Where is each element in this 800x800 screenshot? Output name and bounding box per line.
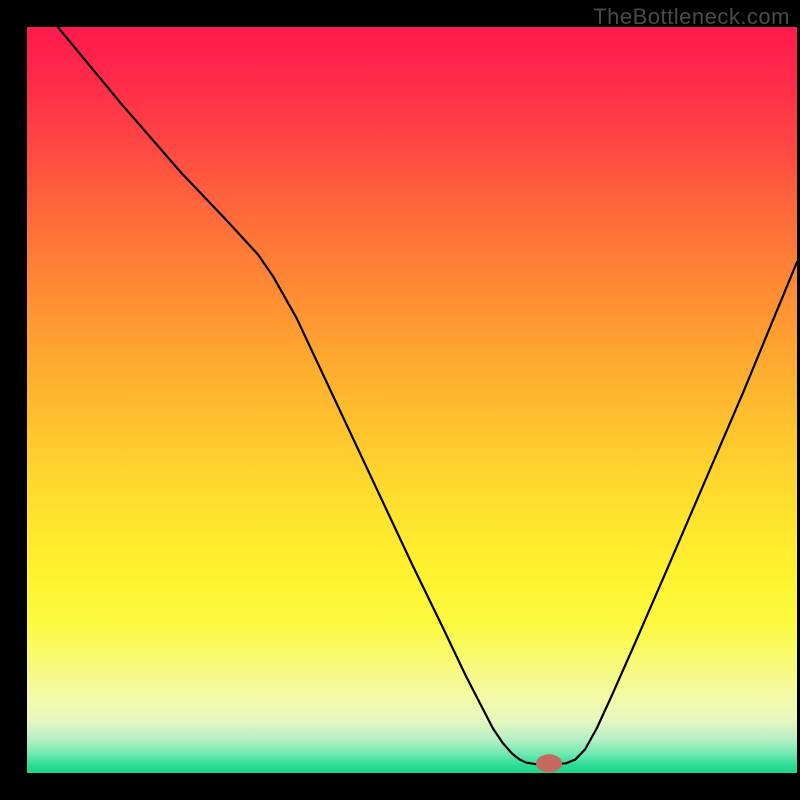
chart-svg bbox=[0, 0, 800, 800]
chart-frame: TheBottleneck.com bbox=[0, 0, 800, 800]
watermark-text: TheBottleneck.com bbox=[593, 4, 790, 30]
plot-background bbox=[27, 27, 797, 773]
optimal-point-marker bbox=[536, 754, 562, 772]
